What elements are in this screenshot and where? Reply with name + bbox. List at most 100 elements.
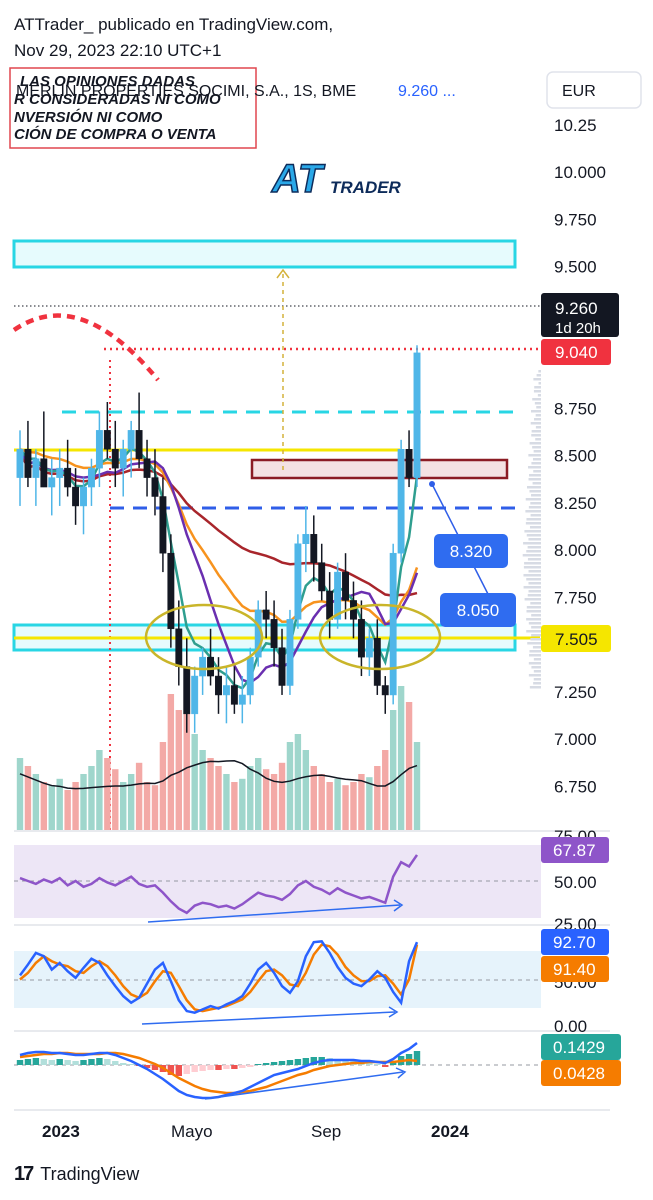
volume-profile-bar	[528, 454, 541, 457]
volume-bar	[199, 750, 206, 830]
macd-histogram-bar	[48, 1060, 55, 1065]
candle-body	[40, 458, 48, 488]
volume-profile-bar	[537, 394, 541, 397]
candle-body	[88, 467, 95, 488]
volume-bar	[167, 694, 175, 830]
volume-profile-bar	[530, 602, 541, 605]
volume-bar	[215, 766, 222, 830]
volume-bar	[40, 782, 48, 830]
volume-bar	[231, 782, 238, 830]
disclaimer-line-3: NVERSIÓN NI COMO	[14, 108, 163, 126]
red-level-label: 9.040	[555, 343, 598, 362]
volume-profile-bar	[528, 538, 541, 541]
volume-profile-bar	[528, 570, 541, 573]
volume-bar	[405, 702, 413, 830]
volume-bar	[318, 774, 325, 830]
volume-profile-bar	[524, 530, 541, 533]
price-tick: 9.750	[554, 210, 597, 229]
volume-ma-line	[19, 759, 418, 790]
volume-profile-bar	[534, 386, 541, 389]
candle-body	[413, 352, 421, 478]
macd-histogram-bar	[215, 1065, 222, 1070]
volume-bar	[175, 710, 182, 830]
volume-bar	[64, 790, 71, 830]
macd-histogram-bar	[88, 1059, 95, 1065]
volume-bar	[48, 785, 55, 830]
macd-histogram-bar	[223, 1065, 230, 1069]
volume-profile-bar	[532, 398, 541, 401]
volume-profile-bar	[532, 646, 541, 649]
volume-profile-bar	[528, 662, 541, 665]
volume-bar	[334, 778, 341, 830]
candle-body	[397, 449, 405, 554]
candle-body	[207, 656, 215, 677]
volume-profile-bar	[532, 482, 541, 485]
ma-short-line	[18, 448, 419, 685]
macd-histogram-bar	[366, 1063, 373, 1065]
candle-body	[111, 449, 119, 469]
volume-profile-bar	[533, 378, 541, 381]
symbol-line: MERLIN PROPERTIES SOCIMI, S.A., 1S, BME	[16, 83, 356, 100]
macd-histogram-bar	[255, 1064, 262, 1065]
macd-histogram-bar	[120, 1063, 127, 1065]
macd-histogram-bar	[334, 1059, 341, 1065]
volume-profile-bar	[532, 446, 541, 449]
volume-profile-bar	[531, 410, 541, 413]
attrader-logo: AT TRADER	[270, 156, 401, 202]
macd-histogram-bar	[278, 1061, 286, 1065]
volume-profile-bar	[530, 502, 541, 505]
tradingview-footer[interactable]: 17 TradingView	[14, 1160, 139, 1188]
volume-profile-bar	[531, 626, 541, 629]
rsi-tick-50: 50.00	[554, 873, 597, 892]
volume-bar	[294, 734, 302, 830]
rsi-line	[19, 854, 419, 915]
volume-profile-bar	[529, 526, 541, 529]
volume-bar	[342, 785, 349, 830]
candle-body	[405, 449, 413, 478]
volume-profile-bar	[530, 638, 541, 641]
macd-histogram-bar	[127, 1064, 135, 1065]
chart-area[interactable]: 10.25 10.000 9.750 9.500 8.750 8.500 8.250 8.00…	[0, 60, 653, 1150]
macd-histogram-bar	[247, 1065, 254, 1067]
candle-body	[199, 656, 207, 677]
volume-bar	[366, 777, 373, 830]
supply-box	[250, 458, 509, 480]
volume-profile	[522, 370, 541, 689]
volume-bar	[191, 734, 198, 830]
volume-bar	[374, 766, 381, 830]
candle-body	[334, 571, 342, 620]
candle-body	[310, 534, 318, 563]
publisher-line: ATTrader_ publicado en TradingView.com,	[14, 15, 334, 34]
macd-histogram-bar	[32, 1058, 40, 1065]
volume-profile-bar	[527, 642, 541, 645]
volume-bar	[389, 710, 397, 830]
volume-profile-bar	[528, 478, 541, 481]
volume-profile-bar	[523, 574, 541, 577]
volume-profile-bar	[530, 422, 541, 425]
macd-histogram-bar	[326, 1058, 333, 1065]
candle-body	[270, 619, 278, 648]
volume-bars	[16, 686, 421, 830]
volume-profile-bar	[535, 414, 541, 417]
candle-body	[238, 694, 246, 705]
candle-body	[167, 552, 175, 630]
macd-histogram-bar	[231, 1065, 238, 1069]
candle-body	[183, 666, 191, 715]
volume-bar	[120, 782, 127, 830]
candle-body	[278, 647, 286, 686]
volume-profile-bar	[535, 426, 541, 429]
currency-label: EUR	[562, 83, 596, 100]
currency-button[interactable]	[546, 71, 642, 109]
volume-profile-bar	[533, 470, 541, 473]
macd-histogram-bar	[183, 1065, 190, 1074]
tradingview-brand: TradingView	[40, 1163, 140, 1184]
candle-body	[389, 552, 397, 696]
candle-body	[119, 449, 127, 469]
candle-body	[48, 477, 56, 488]
macd-histogram-bar	[143, 1065, 151, 1068]
candle-body	[80, 486, 87, 507]
callout-8320: 8.320	[450, 542, 493, 561]
macd-histogram-bar	[382, 1065, 389, 1067]
macd-histogram-bar	[294, 1059, 302, 1065]
volume-profile-bar	[526, 618, 541, 621]
